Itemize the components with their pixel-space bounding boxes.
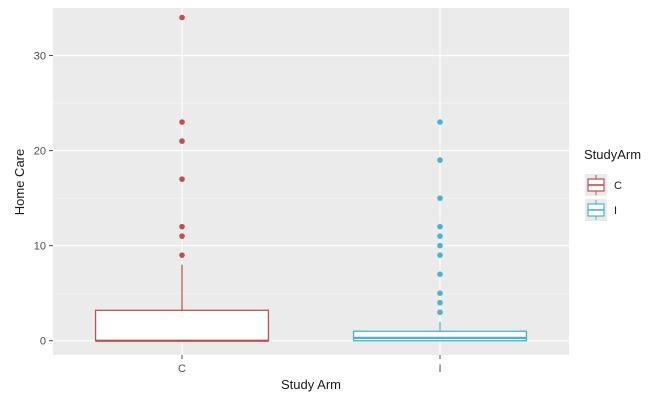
outlier-point xyxy=(179,14,185,21)
boxes xyxy=(94,14,528,342)
outlier-point xyxy=(437,309,443,316)
y-tick-labels: 0 10 20 30 xyxy=(34,51,53,348)
box-group-i xyxy=(352,119,528,342)
x-tick-label: I xyxy=(438,363,441,375)
y-tick-label: 20 xyxy=(34,146,46,158)
outlier-point xyxy=(437,233,443,239)
legend-label: I xyxy=(614,205,617,217)
legend-label: C xyxy=(614,180,622,192)
outlier-point xyxy=(437,242,443,249)
x-axis-title: Study Arm xyxy=(281,377,341,392)
y-axis-title: Home Care xyxy=(12,149,27,215)
y-tick-label: 0 xyxy=(40,336,46,348)
panel-background xyxy=(53,8,569,355)
gridlines xyxy=(53,8,569,355)
outlier-point xyxy=(179,176,185,182)
box-group-c xyxy=(94,14,270,342)
legend-items: CI xyxy=(585,174,622,221)
legend-item-i: I xyxy=(585,199,617,221)
box-rect xyxy=(94,309,270,342)
outlier-point xyxy=(179,233,185,239)
outlier-point xyxy=(179,119,185,125)
outlier-point xyxy=(437,157,443,163)
x-tick-label: C xyxy=(178,363,186,375)
legend-title: StudyArm xyxy=(584,147,641,162)
outlier-point xyxy=(437,271,443,277)
outlier-point xyxy=(437,195,443,201)
legend-item-c: C xyxy=(585,174,622,196)
outlier-point xyxy=(437,119,443,125)
outlier-point xyxy=(179,138,185,144)
y-tick-label: 10 xyxy=(34,241,46,253)
outlier-point xyxy=(179,223,185,230)
legend: StudyArm CI xyxy=(584,147,641,221)
outlier-point xyxy=(437,223,443,230)
outlier-point xyxy=(179,252,185,258)
outlier-point xyxy=(437,299,443,306)
y-tick-label: 30 xyxy=(34,51,46,63)
box-rect xyxy=(352,330,528,342)
outlier-point xyxy=(437,290,443,297)
outlier-point xyxy=(437,252,443,258)
